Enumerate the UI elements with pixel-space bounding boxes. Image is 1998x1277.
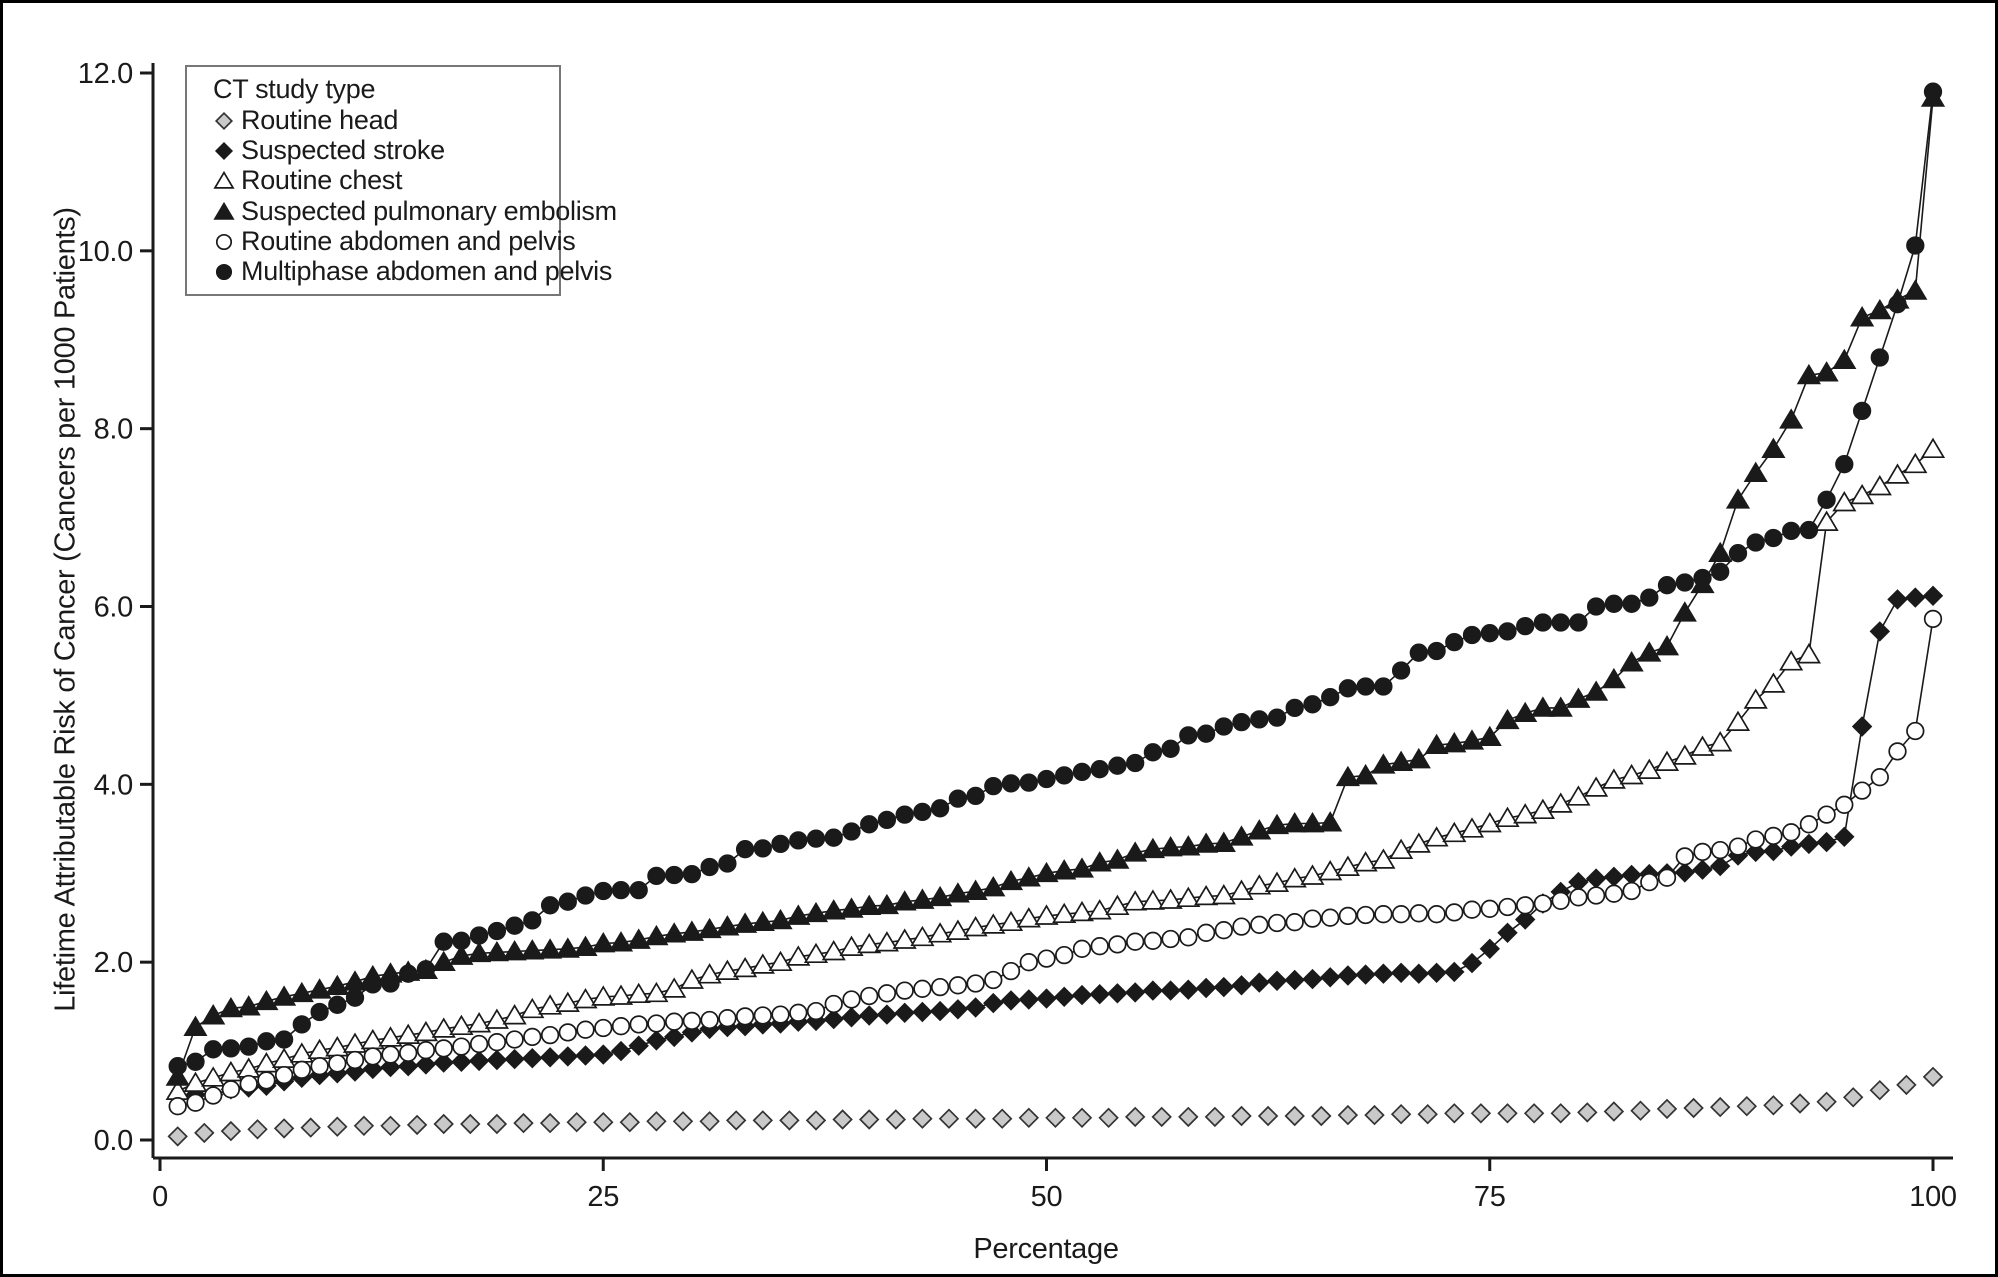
legend-label: Suspected pulmonary embolism	[241, 195, 617, 226]
legend-label: Multiphase abdomen and pelvis	[241, 255, 613, 286]
x-tick-label: 75	[1474, 1181, 1506, 1213]
y-tick-label: 2.0	[94, 947, 133, 979]
legend-item: Routine chest	[213, 165, 559, 195]
triangle-marker-icon	[213, 201, 235, 220]
series-routine-head	[167, 1066, 1944, 1147]
y-axis: 0.0 2.0 4.0 6.0 8.0 10.0 12.0	[78, 58, 155, 1158]
diamond-marker-icon	[214, 112, 234, 131]
legend-label: Routine chest	[241, 165, 403, 196]
x-tick-label: 50	[1031, 1181, 1063, 1213]
series-suspected-stroke	[167, 585, 1944, 1107]
legend-label: Routine head	[241, 105, 399, 135]
x-axis: 0 25 50 75 100	[152, 1156, 1957, 1213]
legend-label: Routine abdomen and pelvis	[241, 225, 576, 256]
circle-marker-icon	[215, 233, 233, 250]
legend-item: Routine head	[213, 105, 559, 135]
legend-item: Suspected pulmonary embolism	[213, 196, 617, 226]
y-tick-label: 12.0	[78, 58, 133, 90]
scatter-plot: 0.0 2.0 4.0 6.0 8.0 10.0 12.0 0 25 50 75 100	[78, 58, 1957, 1213]
circle-marker-icon	[215, 263, 233, 281]
legend-item: Suspected stroke	[213, 135, 559, 165]
triangle-marker-icon	[213, 171, 235, 190]
legend-title: CT study type	[213, 74, 376, 104]
y-tick-label: 6.0	[94, 592, 133, 624]
y-tick-label: 4.0	[94, 769, 133, 801]
y-axis-label: Lifetime Attributable Risk of Cancer (Ca…	[49, 207, 82, 1012]
y-tick-label: 8.0	[94, 414, 133, 446]
legend: CT study type Routine head Suspected stro…	[185, 65, 617, 296]
x-tick-label: 100	[1909, 1181, 1957, 1213]
legend-item: Routine abdomen and pelvis	[213, 226, 576, 256]
legend-item: Multiphase abdomen and pelvis	[213, 256, 612, 286]
series-routine-chest	[165, 437, 1946, 1100]
series-routine-abdomen-and-pelvis	[168, 609, 1943, 1116]
diamond-marker-icon	[214, 142, 234, 161]
x-tick-label: 25	[587, 1181, 619, 1213]
x-axis-label: Percentage	[973, 1233, 1119, 1265]
y-tick-label: 10.0	[78, 236, 133, 268]
y-tick-label: 0.0	[94, 1125, 133, 1157]
legend-label: Suspected stroke	[241, 135, 445, 166]
x-tick-label: 0	[152, 1181, 168, 1213]
series-multiphase-abdomen-and-pelvis	[168, 82, 1943, 1076]
